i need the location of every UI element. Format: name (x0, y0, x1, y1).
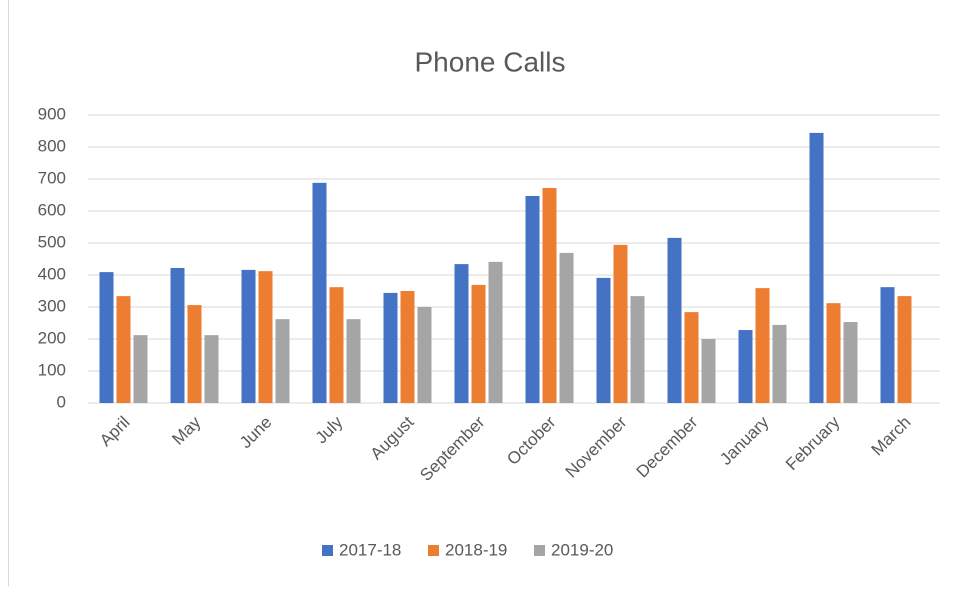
y-tick-label: 800 (38, 136, 66, 155)
y-tick-label: 500 (38, 232, 66, 251)
bar (187, 305, 202, 403)
x-tick-label: December (633, 412, 702, 481)
bar (454, 264, 469, 403)
y-tick-label: 400 (38, 264, 66, 283)
bar (738, 330, 753, 403)
bar (525, 195, 540, 403)
bar (329, 287, 344, 403)
bar (346, 319, 361, 403)
bar (596, 277, 611, 403)
bar (312, 182, 327, 403)
x-tick-label: October (503, 412, 559, 468)
x-tick-label: March (868, 413, 915, 460)
y-tick-label: 100 (38, 360, 66, 379)
x-tick-label: September (416, 412, 488, 484)
y-tick-label: 700 (38, 168, 66, 187)
bar (488, 261, 503, 403)
y-tick-label: 200 (38, 328, 66, 347)
bar (630, 296, 645, 403)
bar (471, 284, 486, 403)
bar (684, 312, 699, 403)
bar (542, 187, 557, 403)
bar (809, 132, 824, 404)
y-tick-label: 600 (38, 200, 66, 219)
x-tick-label: June (236, 413, 276, 453)
legend-swatch (322, 545, 333, 556)
y-tick-label: 0 (57, 392, 66, 411)
legend-label: 2017-18 (339, 540, 401, 559)
x-tick-label: November (562, 412, 631, 481)
bar (417, 307, 432, 403)
x-tick-label: January (716, 412, 773, 469)
chart-title: Phone Calls (415, 46, 566, 77)
legend-swatch (428, 545, 439, 556)
x-tick-label: July (312, 412, 347, 447)
bar (897, 296, 912, 403)
bar (667, 237, 682, 403)
bar (258, 271, 273, 403)
y-tick-label: 300 (38, 296, 66, 315)
bar (400, 291, 415, 403)
y-tick-label: 900 (38, 104, 66, 123)
bar (99, 272, 114, 403)
x-tick-label: April (96, 413, 133, 450)
x-tick-label: August (367, 412, 418, 463)
bar (843, 322, 858, 403)
legend-swatch (534, 545, 545, 556)
bar (383, 292, 398, 403)
x-tick-label: February (782, 412, 844, 474)
bar (116, 296, 131, 403)
bar (613, 244, 628, 403)
bar (826, 303, 841, 403)
bar (275, 319, 290, 403)
bar (772, 324, 787, 403)
bar (133, 335, 148, 403)
bar (204, 335, 219, 403)
bar (559, 252, 574, 403)
legend-label: 2018-19 (445, 540, 507, 559)
legend-label: 2019-20 (551, 540, 613, 559)
bar (241, 269, 256, 403)
bar (755, 288, 770, 403)
bar (880, 287, 895, 403)
bar (701, 339, 716, 403)
x-tick-label: May (168, 412, 204, 448)
bar (170, 267, 185, 403)
